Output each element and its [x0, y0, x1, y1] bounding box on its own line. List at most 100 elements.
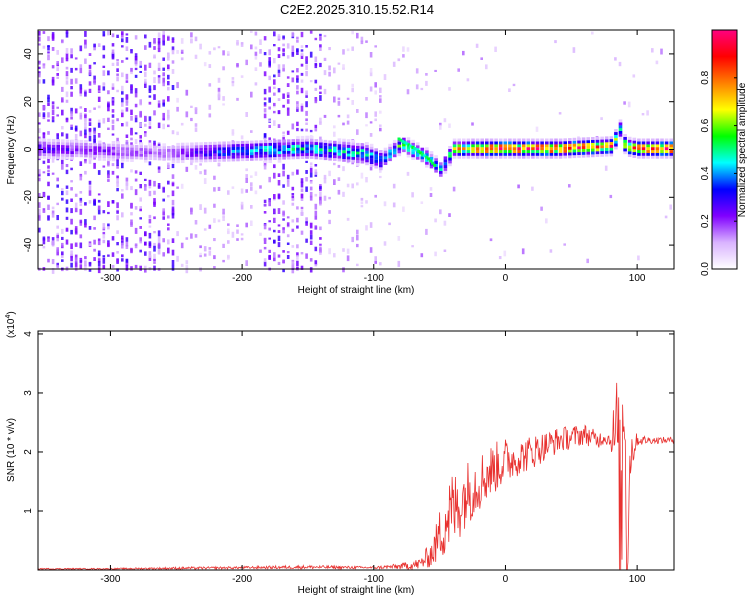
heatmap-cell: [88, 145, 93, 149]
heatmap-cell: [180, 183, 184, 189]
heatmap-cell: [134, 150, 139, 154]
heatmap-cell: [365, 142, 369, 146]
heatmap-cell: [93, 107, 96, 110]
heatmap-cell: [180, 263, 184, 267]
heatmap-cell: [531, 152, 535, 156]
heatmap-cell: [176, 97, 179, 103]
heatmap-cell: [116, 175, 119, 179]
heatmap-cell: [646, 110, 649, 116]
x-tick-label: -200: [232, 574, 252, 585]
heatmap-cell: [222, 155, 226, 159]
heatmap-cell: [134, 74, 138, 78]
heatmap-cell: [512, 144, 517, 148]
heatmap-cell: [167, 162, 170, 169]
heatmap-cell: [79, 106, 83, 109]
heatmap-cell: [51, 156, 56, 160]
heatmap-cell: [139, 208, 142, 212]
heatmap-cell: [250, 205, 253, 209]
heatmap-cell: [171, 212, 175, 216]
heatmap-cell: [102, 210, 106, 214]
heatmap-cell: [586, 145, 590, 149]
heatmap-cell: [443, 220, 447, 226]
heatmap-cell: [351, 88, 354, 93]
heatmap-cell: [121, 254, 124, 258]
heatmap-cell: [286, 179, 290, 182]
heatmap-cell: [263, 224, 267, 230]
heatmap-cell: [51, 119, 55, 123]
heatmap-cell: [383, 159, 388, 163]
heatmap-cell: [319, 91, 322, 94]
heatmap-cell: [167, 148, 171, 152]
heatmap-cell: [84, 44, 87, 49]
heatmap-cell: [203, 178, 207, 184]
heatmap-cell: [328, 154, 332, 158]
heatmap-cell: [47, 141, 51, 145]
heatmap-cell: [56, 61, 59, 65]
heatmap-cell: [485, 147, 489, 151]
heatmap-cell: [282, 153, 286, 157]
heatmap-cell: [600, 142, 604, 146]
heatmap-cell: [47, 204, 50, 210]
heatmap-cell: [227, 141, 231, 145]
heatmap-cell: [314, 150, 319, 154]
heatmap-cell: [503, 152, 508, 156]
heatmap-cell: [309, 181, 313, 184]
heatmap-cell: [74, 78, 78, 84]
heatmap-cell: [70, 243, 73, 250]
heatmap-cell: [97, 258, 101, 263]
heatmap-cell: [309, 172, 313, 178]
heatmap-cell: [365, 225, 368, 231]
heatmap-cell: [111, 146, 116, 150]
heatmap-cell: [56, 73, 59, 76]
heatmap-cell: [554, 144, 558, 148]
heatmap-cell: [558, 112, 562, 115]
heatmap-cell: [471, 141, 475, 145]
heatmap-cell: [245, 260, 248, 266]
heatmap-cell: [563, 146, 567, 150]
heatmap-cell: [171, 148, 176, 152]
heatmap-cell: [84, 148, 88, 152]
heatmap-cell: [47, 157, 50, 163]
heatmap-cell: [540, 152, 544, 156]
heatmap-cell: [494, 46, 497, 52]
heatmap-cell: [208, 247, 212, 250]
heatmap-cell: [111, 54, 115, 60]
heatmap-cell: [434, 218, 437, 223]
heatmap-cell: [439, 165, 443, 169]
heatmap-cell: [475, 152, 480, 156]
heatmap-cell: [111, 49, 115, 54]
heatmap-cell: [38, 177, 41, 182]
heatmap-cell: [273, 151, 277, 155]
heatmap-cell: [448, 160, 452, 164]
heatmap-cell: [148, 157, 153, 160]
heatmap-cell: [427, 157, 431, 161]
heatmap-cell: [268, 148, 272, 152]
heatmap-cell: [337, 164, 341, 168]
heatmap-cell: [125, 73, 129, 80]
heatmap-cell: [97, 43, 101, 47]
heatmap-cell: [93, 130, 96, 134]
heatmap-cell: [227, 254, 230, 260]
heatmap-cell: [489, 238, 493, 242]
heatmap-cell: [369, 52, 373, 58]
heatmap-cell: [111, 141, 116, 144]
heatmap-cell: [121, 31, 124, 36]
heatmap-cell: [273, 102, 276, 106]
heatmap-cell: [162, 216, 165, 220]
heatmap-cell: [508, 152, 512, 156]
heatmap-cell: [296, 68, 299, 73]
heatmap-cell: [107, 254, 110, 257]
heatmap-cell: [130, 147, 134, 151]
heatmap-cell: [38, 227, 41, 233]
heatmap-cell: [61, 153, 65, 157]
heatmap-cell: [185, 111, 189, 118]
heatmap-cell: [494, 144, 498, 148]
heatmap-cell: [148, 218, 152, 224]
heatmap-cell: [121, 112, 124, 118]
heatmap-cell: [397, 150, 402, 154]
heatmap-cell: [328, 65, 331, 71]
heatmap-cell: [222, 147, 226, 151]
heatmap-cell: [162, 118, 165, 121]
heatmap-cell: [277, 145, 282, 149]
heatmap-cell: [148, 214, 152, 219]
